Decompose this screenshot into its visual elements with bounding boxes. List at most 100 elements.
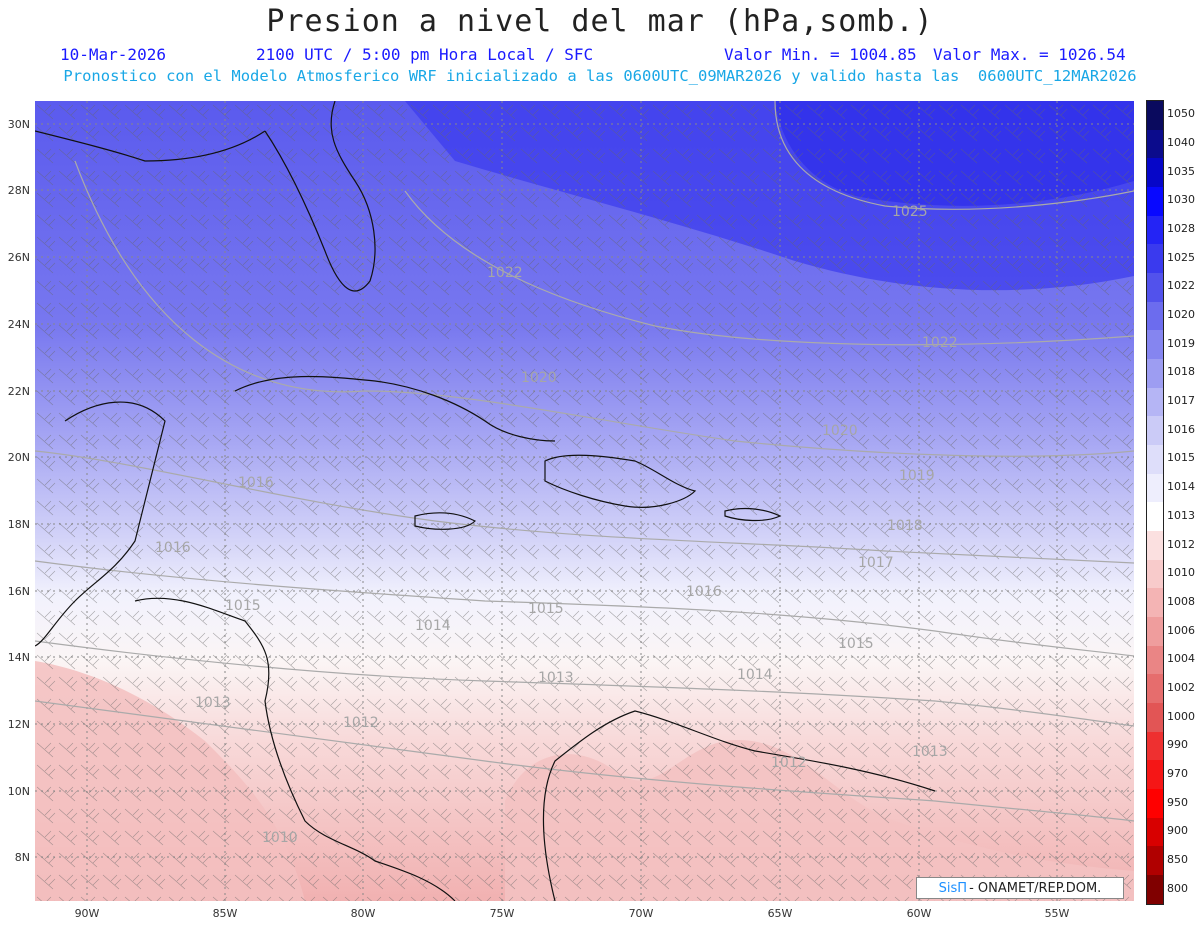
credit-text: - ONAMET/REP.DOM. — [969, 880, 1102, 896]
lat-label: 16N — [7, 585, 30, 598]
isobar-label: 1016 — [155, 540, 191, 556]
colorbar-segment — [1147, 875, 1163, 904]
valid-date: 10-Mar-2026 — [60, 45, 166, 64]
colorbar-segment — [1147, 445, 1163, 474]
colorbar-segment — [1147, 789, 1163, 818]
isobar-label: 1012 — [771, 755, 807, 771]
colorbar-segment — [1147, 645, 1163, 675]
lon-label: 70W — [628, 907, 654, 920]
isobar-label: 1015 — [528, 601, 564, 617]
isobar-label: 1014 — [415, 618, 451, 634]
colorbar-level-label: 1014 — [1167, 480, 1195, 494]
colorbar-level-label: 1006 — [1167, 623, 1195, 637]
isobar-label: 1020 — [521, 370, 557, 386]
colorbar-level-label: 1015 — [1167, 451, 1195, 465]
isobars — [35, 101, 1134, 822]
colorbar-segment — [1147, 617, 1163, 646]
lat-label: 24N — [7, 318, 30, 331]
colorbar-level-label: 1000 — [1167, 709, 1195, 723]
colorbar-level-label: 1017 — [1167, 394, 1195, 408]
lon-label: 80W — [350, 907, 376, 920]
isobar-label: 1013 — [912, 744, 948, 760]
colorbar-level-label: 1016 — [1167, 422, 1195, 436]
lat-label: 28N — [7, 184, 30, 197]
colorbar-level-label: 1002 — [1167, 680, 1195, 694]
lon-label: 60W — [906, 907, 932, 920]
lat-label: 14N — [7, 651, 30, 664]
isobar-label: 1020 — [822, 423, 858, 439]
colorbar-level-label: 990 — [1167, 738, 1188, 752]
max-value: Valor Max. = 1026.54 — [933, 45, 1126, 64]
min-value: Valor Min. = 1004.85 — [724, 45, 917, 64]
colorbar-segment — [1147, 559, 1163, 589]
lat-label: 20N — [7, 451, 30, 464]
wind-barbs — [35, 101, 1134, 901]
colorbar-segment — [1147, 387, 1163, 417]
colorbar-segment — [1147, 703, 1163, 732]
pressure-map — [35, 101, 1134, 901]
colorbar-level-label: 1004 — [1167, 652, 1195, 666]
colorbar-level-label: 1010 — [1167, 566, 1195, 580]
coastlines — [35, 101, 936, 901]
colorbar-level-label: 1028 — [1167, 222, 1195, 236]
colorbar-level-label: 850 — [1167, 852, 1188, 866]
colorbar — [1146, 100, 1164, 905]
colorbar-segment — [1147, 187, 1163, 216]
colorbar-segment — [1147, 473, 1163, 503]
lat-label: 22N — [7, 385, 30, 398]
lat-label: 10N — [7, 785, 30, 798]
colorbar-segment — [1147, 817, 1163, 847]
colorbar-segment — [1147, 158, 1163, 188]
isobar-label: 1018 — [887, 518, 923, 534]
colorbar-segment — [1147, 273, 1163, 302]
colorbar-segment — [1147, 674, 1163, 704]
colorbar-segment — [1147, 301, 1163, 331]
lat-label: 8N — [14, 851, 30, 864]
colorbar-segment — [1147, 416, 1163, 446]
isobar-label: 1016 — [686, 584, 722, 600]
sis-logo: SisΠ — [938, 880, 968, 896]
colorbar-segment — [1147, 101, 1163, 130]
forecast-note: Pronostico con el Modelo Atmosferico WRF… — [63, 67, 1137, 85]
colorbar-level-label: 1019 — [1167, 336, 1195, 350]
colorbar-level-label: 1035 — [1167, 164, 1195, 178]
map-title: Presion a nivel del mar (hPa,somb.) — [266, 4, 934, 39]
lon-label: 65W — [767, 907, 793, 920]
lat-label: 26N — [7, 251, 30, 264]
colorbar-level-label: 950 — [1167, 795, 1188, 809]
isobar-label: 1015 — [225, 598, 261, 614]
colorbar-segment — [1147, 846, 1163, 876]
isobar-label: 1017 — [858, 555, 894, 571]
valid-time: 2100 UTC / 5:00 pm Hora Local / SFC — [256, 45, 594, 64]
isobar-label: 1022 — [922, 335, 958, 351]
colorbar-segment — [1147, 129, 1163, 159]
lon-label: 85W — [212, 907, 238, 920]
colorbar-level-label: 1022 — [1167, 279, 1195, 293]
colorbar-segment — [1147, 731, 1163, 761]
colorbar-level-label: 1008 — [1167, 594, 1195, 608]
colorbar-segment — [1147, 588, 1163, 618]
colorbar-level-label: 800 — [1167, 881, 1188, 895]
colorbar-level-label: 1012 — [1167, 537, 1195, 551]
lon-label: 75W — [489, 907, 515, 920]
isobar-label: 1015 — [838, 636, 874, 652]
isobar-label: 1014 — [737, 667, 773, 683]
colorbar-level-label: 1018 — [1167, 365, 1195, 379]
colorbar-segment — [1147, 760, 1163, 790]
colorbar-level-label: 900 — [1167, 824, 1188, 838]
lon-label: 55W — [1044, 907, 1070, 920]
lon-label: 90W — [74, 907, 100, 920]
colorbar-level-label: 1040 — [1167, 136, 1195, 150]
lat-label: 30N — [7, 118, 30, 131]
colorbar-segment — [1147, 502, 1163, 532]
colorbar-level-label: 1025 — [1167, 250, 1195, 264]
colorbar-segment — [1147, 359, 1163, 388]
colorbar-segment — [1147, 330, 1163, 360]
lat-label: 18N — [7, 518, 30, 531]
isobar-label: 1022 — [487, 265, 523, 281]
isobar-label: 1013 — [538, 670, 574, 686]
credit-box: SisΠ - ONAMET/REP.DOM. — [916, 877, 1124, 899]
colorbar-level-label: 1030 — [1167, 193, 1195, 207]
colorbar-segment — [1147, 531, 1163, 560]
colorbar-level-label: 1013 — [1167, 508, 1195, 522]
